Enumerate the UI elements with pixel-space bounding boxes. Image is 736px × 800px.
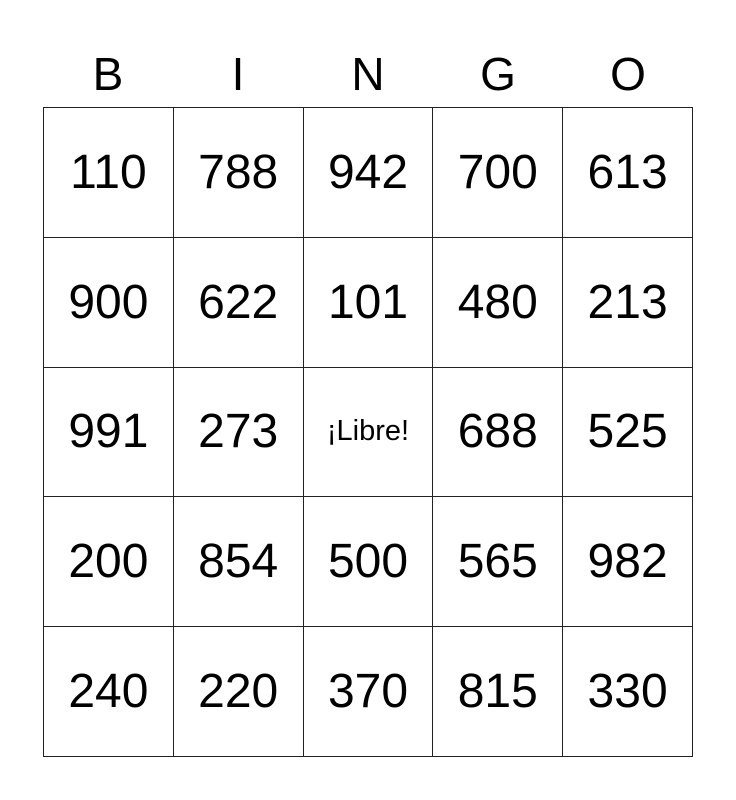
bingo-cell: 565 <box>432 496 564 628</box>
bingo-row: 200 854 500 565 982 <box>43 496 693 628</box>
bingo-cell: 525 <box>562 366 693 498</box>
bingo-row: 991 273 ¡Libre! 688 525 <box>43 366 693 498</box>
bingo-row: 110 788 942 700 613 <box>43 107 693 238</box>
bingo-header: B I N G O <box>43 42 693 106</box>
bingo-row: 240 220 370 815 330 <box>43 626 693 757</box>
header-letter-o: O <box>610 48 646 100</box>
bingo-cell: 500 <box>302 496 434 628</box>
bingo-cell: 110 <box>43 107 174 238</box>
bingo-cell: 854 <box>172 496 304 628</box>
bingo-row: 900 622 101 480 213 <box>43 236 693 368</box>
bingo-cell: 213 <box>562 236 693 368</box>
header-letter-n: N <box>351 48 385 100</box>
bingo-cell: 622 <box>172 236 304 368</box>
bingo-cell: 700 <box>432 107 564 238</box>
bingo-grid: 110 788 942 700 613 900 622 101 480 213 991 273 ¡Lib… <box>43 107 693 757</box>
bingo-cell: 330 <box>562 626 693 757</box>
bingo-cell: 900 <box>43 236 174 368</box>
bingo-cell: 101 <box>302 236 434 368</box>
bingo-cell: 688 <box>432 366 564 498</box>
bingo-cell: 220 <box>172 626 304 757</box>
header-letter-b: B <box>92 48 124 100</box>
bingo-cell: 815 <box>432 626 564 757</box>
bingo-cell: 982 <box>562 496 693 628</box>
bingo-cell: 991 <box>43 366 174 498</box>
bingo-cell: 273 <box>172 366 304 498</box>
bingo-cell: 200 <box>43 496 174 628</box>
header-letter-i: I <box>231 48 245 100</box>
bingo-cell: 370 <box>302 626 434 757</box>
bingo-cell: 613 <box>562 107 693 238</box>
bingo-cell: 480 <box>432 236 564 368</box>
bingo-cell: 240 <box>43 626 174 757</box>
bingo-cell: 788 <box>172 107 304 238</box>
header-letter-g: G <box>480 48 516 100</box>
free-space-cell: ¡Libre! <box>302 366 434 498</box>
bingo-cell: 942 <box>302 107 434 238</box>
